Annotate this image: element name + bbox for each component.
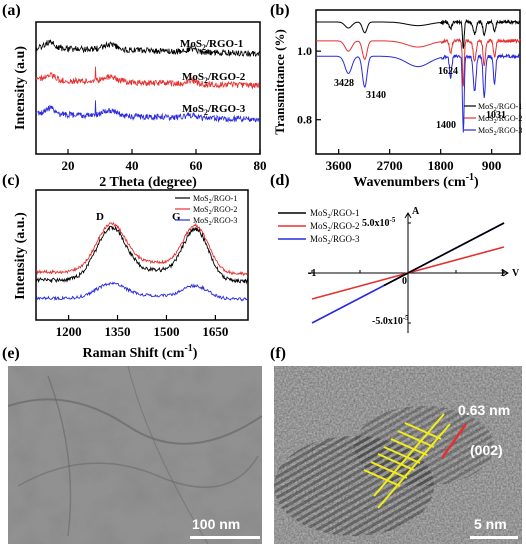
xtick-label: 900: [482, 158, 502, 173]
xunit: V: [512, 268, 520, 279]
xtick-pos1: 1: [500, 268, 505, 279]
yunit: A: [412, 206, 420, 217]
series-line-3: [316, 52, 521, 133]
ytick-top: 5.0x10-5: [362, 216, 396, 229]
series-line-3: [35, 281, 249, 302]
legend-label-rgo1: MoS2/RGO-1: [193, 194, 237, 205]
xtick-label: 3600: [326, 158, 352, 173]
xlabel: Raman Shift (cm-1): [83, 343, 198, 361]
legend-label-rgo2: MoS2/RGO-2: [193, 205, 237, 216]
xtick-label: 40: [126, 158, 139, 173]
xtick-label: 60: [190, 158, 203, 173]
ftir-ticks: 3600 2700 1800 900 0.8 1.0: [297, 44, 501, 173]
panel-label-d: (d): [270, 172, 290, 189]
panel-label-c: (c): [2, 172, 20, 189]
xrd-ticks: 20 40 60 80: [62, 149, 267, 173]
plot-frame: [35, 21, 261, 155]
raman-series-group: [35, 222, 249, 302]
panel-label-e: (e): [2, 345, 20, 362]
ftir-series-group: [316, 18, 521, 133]
plot-frame: [315, 9, 521, 155]
xtick-label: 1350: [105, 324, 131, 339]
peak-label-d: D: [96, 211, 104, 223]
xlabel: Wavenumbers (cm-1): [353, 172, 479, 190]
tem-image: 100 nm: [8, 366, 262, 544]
legend-label-rgo2: MoS2/RGO-2: [182, 71, 246, 85]
lattice-markers: [363, 413, 451, 509]
annotation-3140: 3140: [366, 90, 386, 101]
xtick-label: 1650: [202, 324, 228, 339]
series-line-2: [316, 37, 521, 87]
xtick-neg1: -1: [308, 268, 316, 279]
ytick-bottom: -5.0x10-5: [372, 314, 409, 327]
legend-label-rgo3: MoS2/RGO-3: [310, 234, 360, 246]
series-line-2: [35, 66, 260, 90]
legend-label-rgo3: MoS2/RGO-3: [193, 216, 237, 227]
tem-texture: [8, 366, 262, 544]
x-axis-arrow: [502, 269, 509, 277]
chart-raman: 1200 1350 1500 1650 Intensity (a.u.) Raman …: [13, 189, 249, 361]
hrtem-image: 0.63 nm (002) 5 nm: [274, 366, 522, 544]
series-line-1: [383, 222, 505, 287]
panel-label-b: (b): [270, 2, 290, 19]
ytick-label: 1.0: [297, 44, 312, 58]
scalebar-label: 100 nm: [192, 516, 241, 532]
series-line-1: [35, 225, 249, 285]
legend-label-rgo1: MoS2/RGO-1: [310, 208, 360, 220]
legend-label-rgo3: MoS2/RGO-3: [478, 126, 522, 137]
legend-label-rgo1: MoS2/RGO-1: [180, 38, 243, 52]
series-line-1: [316, 18, 521, 49]
scalebar: [470, 536, 518, 539]
series-line-3: [35, 100, 260, 123]
iv-series-group: [311, 222, 505, 324]
pointer-line: [440, 423, 468, 459]
annotation-1624: 1624: [438, 66, 458, 77]
xtick-label: 1500: [153, 324, 179, 339]
series-line-1: [35, 39, 261, 58]
ylabel: Intensity (a.u.): [13, 212, 28, 300]
ylabel: Transmittance (%): [272, 29, 287, 135]
xtick-label: 2700: [377, 158, 403, 173]
legend-label-rgo2: MoS2/RGO-2: [478, 114, 522, 125]
peak-label-g: G: [172, 211, 181, 223]
annotation-1400: 1400: [436, 120, 456, 131]
ytick-label: 0.8: [297, 113, 312, 127]
xtick-label: 1800: [428, 158, 454, 173]
legend-label-rgo3: MoS2/RGO-3: [182, 103, 246, 117]
xrd-series-group: [35, 39, 261, 123]
chart-iv: A V 5.0x10-5 0 -5.0x10-5 -1 1 MoS2/RGO-1…: [278, 206, 520, 333]
xlabel: 2 Theta (degree): [99, 175, 197, 190]
scalebar-label: 5 nm: [474, 516, 507, 532]
annotation-1031: 1031: [486, 110, 506, 121]
plane-label: (002): [470, 442, 503, 458]
panel-label-f: (f): [270, 345, 286, 362]
spacing-label: 0.63 nm: [458, 402, 511, 418]
panel-label-a: (a): [2, 2, 21, 19]
raman-ticks: 1200 1350 1500 1650: [56, 315, 228, 339]
annotation-3428: 3428: [334, 78, 354, 89]
xtick-label: 1200: [56, 324, 82, 339]
xtick-label: 20: [62, 158, 75, 173]
plot-frame: [35, 189, 249, 321]
legend-label-rgo2: MoS2/RGO-2: [310, 221, 360, 233]
xtick-label: 80: [254, 158, 267, 173]
hrtem-texture: [274, 366, 522, 544]
ytick-zero: 0: [402, 276, 407, 287]
scalebar: [190, 536, 260, 539]
ylabel: Intensity (a.u): [13, 46, 28, 130]
chart-xrd: 20 40 60 80 Intensity (a.u) 2 Theta (degree…: [13, 21, 267, 190]
y-axis-arrow: [404, 212, 412, 219]
series-line-2: [35, 222, 249, 277]
legend-label-rgo1: MoS2/RGO-1: [478, 102, 522, 113]
